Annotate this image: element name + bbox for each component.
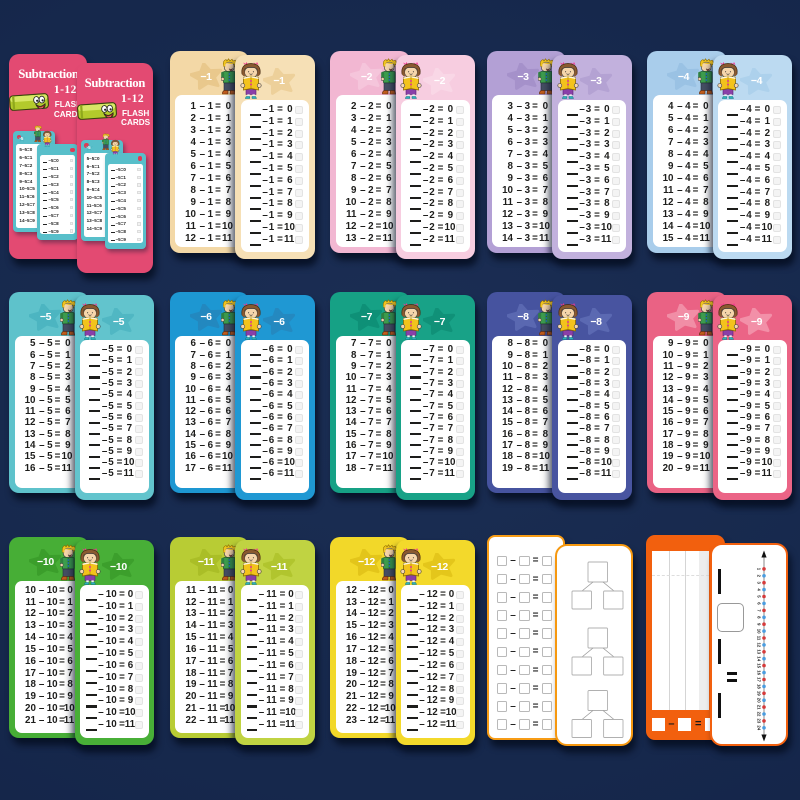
- svg-text:24: 24: [756, 725, 761, 730]
- svg-text:19: 19: [756, 691, 761, 696]
- svg-text:11: 11: [756, 635, 761, 640]
- svg-text:21: 21: [756, 704, 761, 709]
- svg-text:4: 4: [756, 588, 761, 591]
- svg-text:3: 3: [756, 581, 761, 584]
- svg-text:18: 18: [756, 684, 761, 689]
- svg-text:2: 2: [756, 574, 761, 577]
- svg-text:13: 13: [756, 649, 761, 654]
- svg-text:16: 16: [756, 670, 761, 675]
- svg-text:15: 15: [756, 663, 761, 668]
- svg-text:7: 7: [756, 609, 761, 612]
- svg-text:12: 12: [756, 642, 761, 647]
- svg-text:17: 17: [756, 677, 761, 682]
- svg-text:1: 1: [756, 567, 761, 570]
- svg-text:8: 8: [756, 616, 761, 619]
- svg-text:10: 10: [756, 628, 761, 633]
- svg-text:14: 14: [756, 656, 761, 661]
- svg-text:22: 22: [756, 711, 761, 716]
- svg-text:6: 6: [756, 602, 761, 605]
- svg-text:5: 5: [756, 595, 761, 598]
- svg-text:9: 9: [756, 623, 761, 626]
- svg-text:20: 20: [756, 697, 761, 702]
- svg-text:23: 23: [756, 718, 761, 723]
